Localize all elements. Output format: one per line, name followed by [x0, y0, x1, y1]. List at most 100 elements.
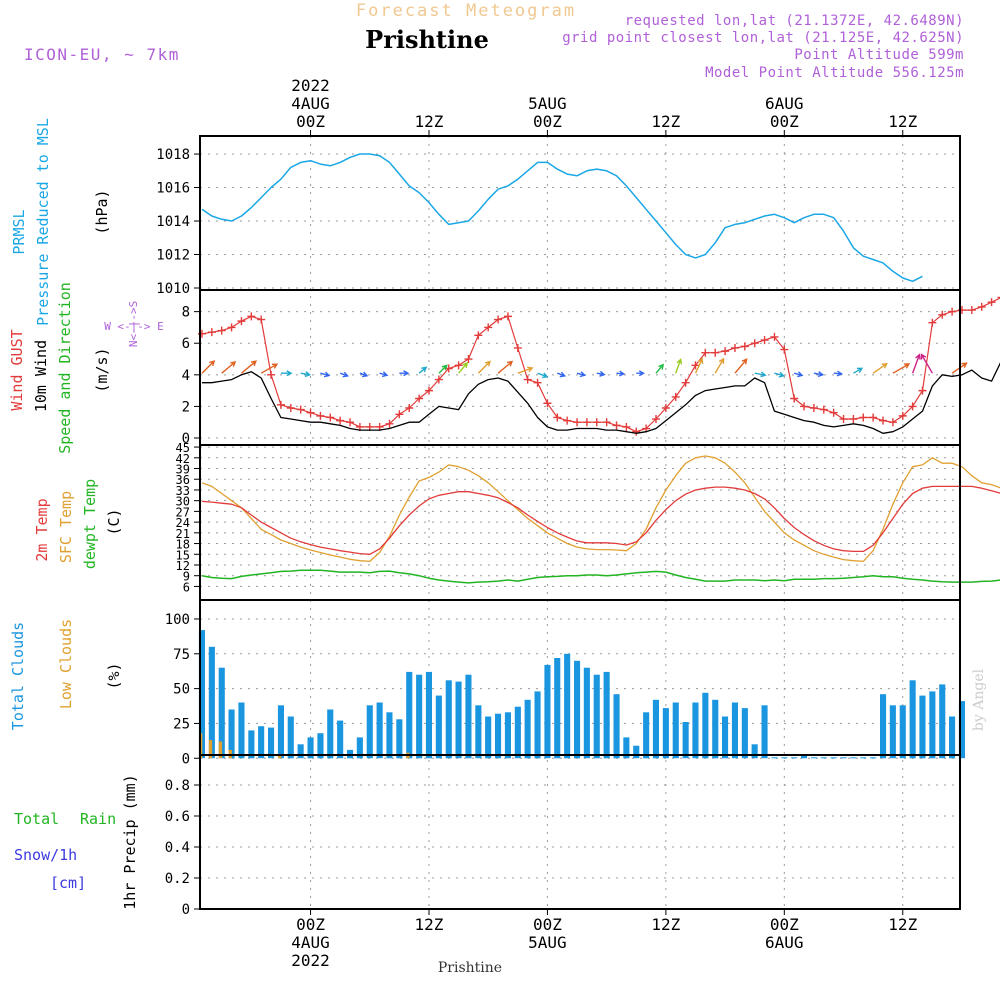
wind-direction-arrow [241, 360, 258, 374]
wind-direction-arrow [497, 360, 514, 374]
total-cloud-bar [218, 667, 225, 759]
temperature-y-tick-label: 6 [183, 580, 190, 594]
gust-marker [582, 418, 591, 427]
total-cloud-bar [593, 674, 600, 759]
total-cloud-bar [485, 716, 492, 759]
total-cloud-bar [899, 705, 906, 759]
gust-marker [800, 402, 809, 411]
precip-unit: 1hr Precip (mm) [121, 774, 139, 909]
gridpoint-coords: grid point closest lon,lat (21.125E, 42.… [562, 30, 964, 46]
total-cloud-bar [722, 716, 729, 759]
temp-dew-label: dewpt Temp [81, 479, 99, 569]
temp-2m-line [201, 485, 1000, 555]
gust-marker [790, 394, 799, 403]
low-cloud-bar [208, 740, 213, 759]
total-cloud-bar [445, 680, 452, 759]
wind-direction-arrow [872, 362, 888, 374]
wind-gust-label: Wind GUST [8, 329, 26, 410]
total-cloud-bar [672, 702, 679, 759]
clouds-y-tick-label: 25 [173, 716, 190, 732]
total-cloud-bar [603, 671, 610, 759]
gust-marker [681, 378, 690, 387]
gust-marker [454, 361, 463, 370]
clouds-y-tick-label: 100 [165, 612, 190, 628]
total-cloud-bar [495, 713, 502, 759]
total-cloud-bar [327, 709, 334, 759]
gust-marker [652, 415, 660, 424]
total-cloud-bar [268, 727, 275, 759]
wind-direction-arrow [714, 357, 725, 374]
total-cloud-bar [534, 691, 541, 759]
temperature-y-tick-label: 36 [176, 473, 190, 487]
wind-dir-label: Speed and Direction [56, 282, 74, 454]
total-cloud-bar [287, 716, 294, 759]
gust-marker [207, 328, 216, 337]
total-cloud-bar [386, 712, 393, 759]
wind-10m-line [202, 362, 1000, 434]
clouds-y-tick-label: 0 [182, 751, 190, 767]
temperature-y-tick-label: 9 [183, 570, 190, 584]
gust-marker [632, 427, 641, 436]
pressure-labels: PRMSL Pressure Reduced to MSL (hPa) [10, 118, 111, 326]
total-cloud-bar [643, 712, 650, 759]
total-cloud-bar [850, 757, 857, 759]
top-hour-label: 12Z [888, 112, 917, 131]
precip-labels: Total Rain Snow/1h [cm] 1hr Precip (mm) [14, 774, 139, 909]
gust-marker [276, 400, 285, 409]
wind-direction-arrow [517, 366, 534, 374]
pressure-y-tick-label: 1016 [156, 181, 190, 197]
gust-marker [237, 317, 246, 326]
total-cloud-bar [208, 646, 215, 759]
wind-direction-arrow [734, 358, 748, 374]
wind-y-tick-label: 6 [182, 336, 190, 352]
total-cloud-bar [307, 737, 314, 759]
gust-marker [306, 408, 315, 417]
wind-direction-arrow [920, 353, 934, 374]
pressure-unit: (hPa) [93, 189, 111, 234]
gust-marker [671, 392, 680, 401]
precip-y-tick-label: 0.4 [165, 840, 190, 856]
axis-labels: 1010101210141016101802468691215182124273… [156, 76, 917, 970]
wind-direction-arrow [221, 361, 237, 374]
wind-direction-arrow [596, 370, 606, 377]
gust-marker [661, 403, 670, 412]
wind-direction-arrow [438, 364, 448, 374]
gust-marker [859, 413, 868, 422]
temperature-y-tick-label: 18 [176, 538, 190, 552]
total-cloud-bar [435, 695, 442, 759]
snow-cm-label: [cm] [50, 874, 86, 892]
gust-marker [622, 422, 631, 431]
pressure-y-tick-label: 1018 [156, 147, 190, 163]
total-cloud-bar [662, 708, 669, 759]
wind-direction-arrow [418, 366, 428, 374]
grid-lines [200, 136, 960, 910]
gust-marker [415, 394, 424, 403]
wind-direction-arrow [853, 367, 864, 374]
wind-direction-arrow [794, 371, 804, 378]
total-cloud-bar [682, 722, 689, 759]
gust-marker [395, 410, 404, 419]
total-cloud-bar [623, 737, 630, 759]
wind-direction-arrow [892, 363, 911, 374]
total-cloud-bar [198, 630, 205, 759]
low-cloud-bar [277, 755, 282, 759]
wind-direction-arrow [655, 363, 665, 374]
temperature-y-tick-label: 12 [176, 559, 190, 573]
clouds-y-tick-label: 50 [173, 682, 190, 698]
gust-marker [503, 312, 512, 321]
temperature-y-tick-label: 24 [176, 516, 190, 530]
total-cloud-bar [574, 660, 581, 759]
temperature-y-tick-label: 27 [176, 505, 190, 519]
gust-marker [286, 403, 295, 412]
total-cloud-bar [475, 705, 482, 759]
total-cloud-bar [356, 737, 363, 759]
gust-marker [326, 413, 335, 422]
gust-marker [247, 312, 256, 321]
gust-marker [346, 418, 355, 427]
gust-marker [296, 405, 305, 414]
temperature-y-tick-label: 39 [176, 463, 190, 477]
gust-marker [513, 343, 522, 352]
total-cloud-bar [820, 757, 827, 759]
total-cloud-bar [741, 708, 748, 759]
